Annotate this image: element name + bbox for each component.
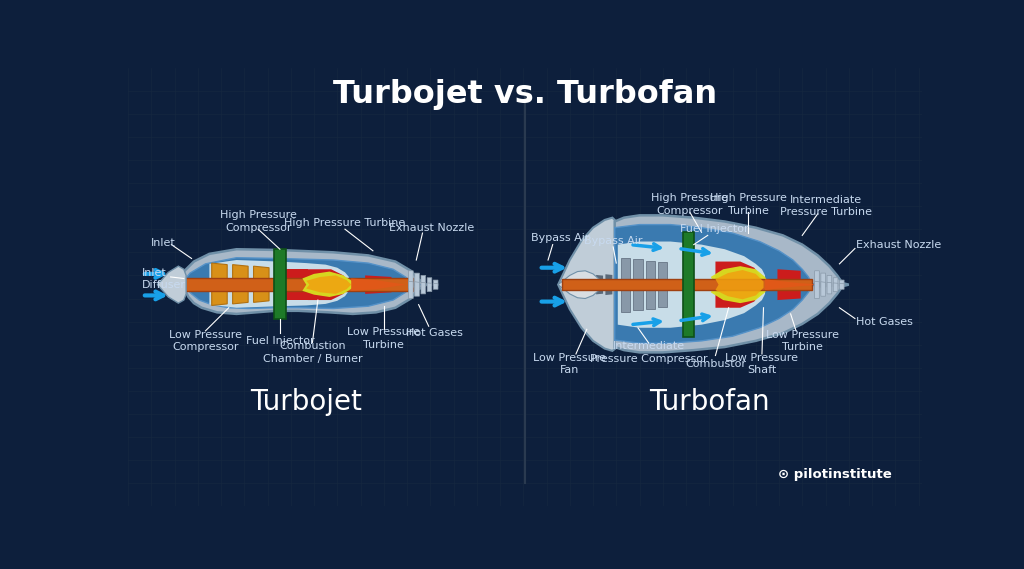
Text: Turbojet: Turbojet: [250, 389, 362, 417]
Polygon shape: [158, 266, 186, 303]
Text: Exhaust Nozzle: Exhaust Nozzle: [389, 222, 474, 233]
Polygon shape: [433, 283, 438, 289]
Text: Hot Gases: Hot Gases: [856, 316, 913, 327]
Text: Low Pressure
Turbine: Low Pressure Turbine: [766, 329, 839, 352]
Polygon shape: [276, 269, 308, 284]
Polygon shape: [366, 284, 391, 294]
Polygon shape: [646, 261, 655, 290]
Text: Turbofan: Turbofan: [649, 389, 770, 417]
Text: High Pressure
Turbine: High Pressure Turbine: [710, 193, 786, 216]
Polygon shape: [366, 275, 391, 284]
Polygon shape: [765, 279, 816, 290]
Polygon shape: [777, 279, 801, 290]
Polygon shape: [302, 271, 356, 297]
Text: Combustion
Chamber / Burner: Combustion Chamber / Burner: [262, 341, 362, 364]
Polygon shape: [621, 258, 630, 290]
Text: Exhaust Nozzle: Exhaust Nozzle: [856, 240, 942, 250]
Polygon shape: [633, 279, 643, 310]
Text: ⊙ pilotinstitute: ⊙ pilotinstitute: [777, 468, 891, 481]
Polygon shape: [840, 280, 844, 286]
Polygon shape: [686, 279, 716, 290]
Text: Low Pressure
Compressor: Low Pressure Compressor: [169, 329, 242, 352]
Polygon shape: [558, 271, 602, 299]
Polygon shape: [209, 284, 349, 308]
Polygon shape: [587, 276, 594, 294]
Polygon shape: [427, 283, 432, 291]
Polygon shape: [254, 284, 269, 302]
Polygon shape: [834, 278, 838, 286]
Polygon shape: [415, 282, 420, 296]
Polygon shape: [415, 273, 420, 287]
Text: High Pressure
Compressor: High Pressure Compressor: [220, 211, 297, 233]
Text: Hot Gases: Hot Gases: [406, 328, 463, 338]
Polygon shape: [254, 266, 269, 284]
Text: Inlet: Inlet: [152, 238, 176, 248]
Text: Fuel Injector: Fuel Injector: [246, 336, 314, 346]
Polygon shape: [596, 275, 603, 294]
Polygon shape: [834, 283, 838, 291]
Polygon shape: [421, 282, 426, 294]
Polygon shape: [568, 278, 575, 291]
Text: Turbojet vs. Turbofan: Turbojet vs. Turbofan: [333, 79, 717, 110]
Polygon shape: [815, 271, 819, 288]
Polygon shape: [308, 269, 348, 284]
Polygon shape: [777, 269, 801, 279]
Polygon shape: [180, 278, 414, 291]
Text: Low Pressure
Turbine: Low Pressure Turbine: [347, 327, 420, 350]
Polygon shape: [716, 270, 764, 299]
Polygon shape: [421, 275, 426, 287]
Text: High Pressure Turbine: High Pressure Turbine: [285, 218, 406, 228]
Polygon shape: [827, 275, 831, 287]
Polygon shape: [827, 282, 831, 294]
Polygon shape: [409, 271, 414, 288]
Polygon shape: [614, 225, 816, 343]
Text: Low Pressure
Shaft: Low Pressure Shaft: [725, 353, 799, 375]
Text: Intermediate
Pressure Compressor: Intermediate Pressure Compressor: [590, 341, 708, 364]
Text: Bypass Air: Bypass Air: [531, 233, 590, 244]
Polygon shape: [180, 258, 421, 308]
Polygon shape: [212, 284, 227, 306]
Polygon shape: [777, 290, 801, 300]
Text: Intermediate
Pressure Turbine: Intermediate Pressure Turbine: [779, 195, 871, 217]
Polygon shape: [617, 241, 765, 279]
Polygon shape: [821, 282, 825, 296]
Polygon shape: [276, 284, 308, 300]
Polygon shape: [658, 279, 668, 307]
Text: High Pressure
Compressor: High Pressure Compressor: [651, 193, 728, 216]
Polygon shape: [646, 279, 655, 308]
Polygon shape: [605, 274, 612, 295]
Polygon shape: [716, 290, 762, 308]
Polygon shape: [409, 281, 414, 299]
Polygon shape: [614, 215, 849, 352]
Text: Bypass Air: Bypass Air: [584, 236, 642, 246]
Polygon shape: [273, 249, 286, 319]
Polygon shape: [176, 249, 426, 314]
Text: Fuel Injector: Fuel Injector: [680, 224, 749, 234]
Polygon shape: [821, 273, 825, 287]
Polygon shape: [306, 275, 351, 294]
Polygon shape: [621, 279, 630, 312]
Polygon shape: [232, 284, 248, 304]
Text: Combustor: Combustor: [685, 359, 745, 369]
Polygon shape: [427, 278, 432, 286]
Polygon shape: [815, 281, 819, 299]
Polygon shape: [578, 277, 585, 292]
Text: Inlet
Diffuser: Inlet Diffuser: [142, 268, 186, 290]
Polygon shape: [840, 283, 844, 289]
Polygon shape: [617, 290, 765, 328]
Polygon shape: [683, 232, 693, 337]
Polygon shape: [212, 263, 227, 284]
Polygon shape: [209, 260, 349, 284]
Polygon shape: [562, 279, 812, 290]
Polygon shape: [351, 278, 406, 291]
Polygon shape: [308, 284, 348, 300]
Polygon shape: [633, 259, 643, 290]
Polygon shape: [711, 266, 770, 303]
Polygon shape: [658, 262, 668, 290]
Polygon shape: [433, 280, 438, 286]
Polygon shape: [558, 218, 616, 351]
Text: Low Pressure
Fan: Low Pressure Fan: [534, 353, 606, 375]
Polygon shape: [232, 265, 248, 284]
Polygon shape: [716, 262, 762, 279]
